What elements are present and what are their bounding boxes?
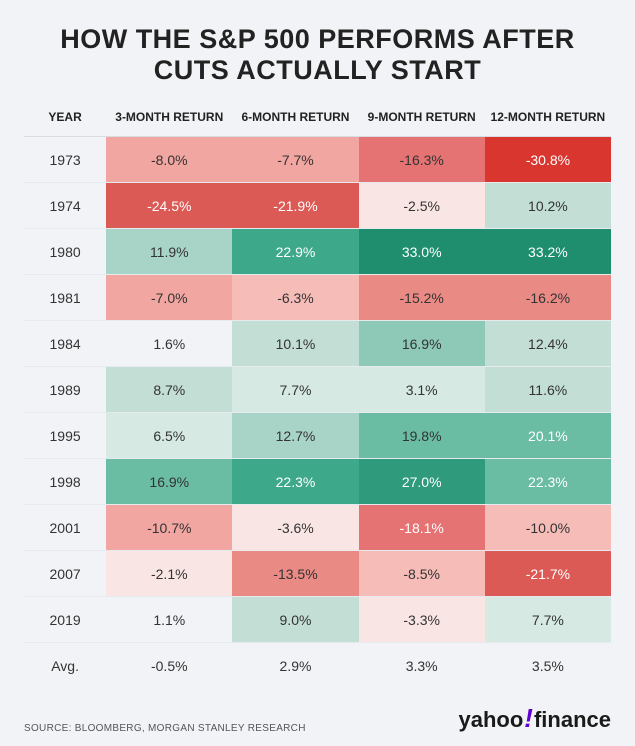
value-cell: -21.9% [232, 183, 358, 229]
value-cell: 7.7% [485, 597, 611, 643]
col-12m: 12-MONTH RETURN [485, 100, 611, 137]
year-cell: 1973 [24, 137, 106, 183]
logo-sub: finance [534, 707, 611, 733]
value-cell: -8.0% [106, 137, 232, 183]
value-cell: 12.4% [485, 321, 611, 367]
value-cell: -3.6% [232, 505, 358, 551]
table-row: 1981-7.0%-6.3%-15.2%-16.2% [24, 275, 611, 321]
returns-table: YEAR 3-MONTH RETURN 6-MONTH RETURN 9-MON… [24, 100, 611, 689]
table-row: 2001-10.7%-3.6%-18.1%-10.0% [24, 505, 611, 551]
value-cell: 8.7% [106, 367, 232, 413]
col-9m: 9-MONTH RETURN [359, 100, 485, 137]
year-cell: 1981 [24, 275, 106, 321]
value-cell: 1.1% [106, 597, 232, 643]
year-cell: 1995 [24, 413, 106, 459]
value-cell: -30.8% [485, 137, 611, 183]
value-cell: 9.0% [232, 597, 358, 643]
value-cell: 16.9% [106, 459, 232, 505]
value-cell: -8.5% [359, 551, 485, 597]
col-year: YEAR [24, 100, 106, 137]
value-cell: -7.7% [232, 137, 358, 183]
value-cell: 27.0% [359, 459, 485, 505]
value-cell: 22.9% [232, 229, 358, 275]
year-cell: 1980 [24, 229, 106, 275]
table-row: 198011.9%22.9%33.0%33.2% [24, 229, 611, 275]
value-cell: 33.2% [485, 229, 611, 275]
value-cell: 33.0% [359, 229, 485, 275]
value-cell: -13.5% [232, 551, 358, 597]
value-cell: 1.6% [106, 321, 232, 367]
footer: SOURCE: BLOOMBERG, MORGAN STANLEY RESEAR… [24, 703, 611, 734]
value-cell: 20.1% [485, 413, 611, 459]
value-cell: -7.0% [106, 275, 232, 321]
year-cell: 1989 [24, 367, 106, 413]
year-cell: 1984 [24, 321, 106, 367]
table-row: 1973-8.0%-7.7%-16.3%-30.8% [24, 137, 611, 183]
value-cell: -18.1% [359, 505, 485, 551]
value-cell: 11.9% [106, 229, 232, 275]
year-cell: 1974 [24, 183, 106, 229]
value-cell: -0.5% [106, 643, 232, 689]
value-cell: 3.3% [359, 643, 485, 689]
table-avg-row: Avg.-0.5%2.9%3.3%3.5% [24, 643, 611, 689]
col-6m: 6-MONTH RETURN [232, 100, 358, 137]
value-cell: 19.8% [359, 413, 485, 459]
value-cell: -10.0% [485, 505, 611, 551]
value-cell: 10.2% [485, 183, 611, 229]
table-header-row: YEAR 3-MONTH RETURN 6-MONTH RETURN 9-MON… [24, 100, 611, 137]
value-cell: -6.3% [232, 275, 358, 321]
table-row: 19898.7%7.7%3.1%11.6% [24, 367, 611, 413]
value-cell: -16.2% [485, 275, 611, 321]
logo-bang-icon: ! [524, 703, 533, 734]
value-cell: 3.1% [359, 367, 485, 413]
value-cell: 6.5% [106, 413, 232, 459]
yahoo-finance-logo: yahoo!finance [459, 703, 612, 734]
value-cell: 3.5% [485, 643, 611, 689]
year-cell: 1998 [24, 459, 106, 505]
table-row: 199816.9%22.3%27.0%22.3% [24, 459, 611, 505]
value-cell: 11.6% [485, 367, 611, 413]
value-cell: -15.2% [359, 275, 485, 321]
logo-brand: yahoo [459, 707, 524, 733]
year-cell: 2007 [24, 551, 106, 597]
year-cell: 2001 [24, 505, 106, 551]
value-cell: 16.9% [359, 321, 485, 367]
value-cell: -3.3% [359, 597, 485, 643]
value-cell: -16.3% [359, 137, 485, 183]
value-cell: -24.5% [106, 183, 232, 229]
table-row: 19956.5%12.7%19.8%20.1% [24, 413, 611, 459]
year-cell: 2019 [24, 597, 106, 643]
col-3m: 3-MONTH RETURN [106, 100, 232, 137]
value-cell: 7.7% [232, 367, 358, 413]
value-cell: -2.5% [359, 183, 485, 229]
year-cell: Avg. [24, 643, 106, 689]
value-cell: 2.9% [232, 643, 358, 689]
value-cell: -2.1% [106, 551, 232, 597]
chart-title: HOW THE S&P 500 PERFORMS AFTER CUTS ACTU… [24, 24, 611, 86]
value-cell: -21.7% [485, 551, 611, 597]
table-row: 2007-2.1%-13.5%-8.5%-21.7% [24, 551, 611, 597]
value-cell: 22.3% [232, 459, 358, 505]
table-row: 20191.1%9.0%-3.3%7.7% [24, 597, 611, 643]
value-cell: 10.1% [232, 321, 358, 367]
value-cell: 12.7% [232, 413, 358, 459]
value-cell: 22.3% [485, 459, 611, 505]
table-row: 1974-24.5%-21.9%-2.5%10.2% [24, 183, 611, 229]
table-row: 19841.6%10.1%16.9%12.4% [24, 321, 611, 367]
source-text: SOURCE: BLOOMBERG, MORGAN STANLEY RESEAR… [24, 723, 306, 734]
value-cell: -10.7% [106, 505, 232, 551]
